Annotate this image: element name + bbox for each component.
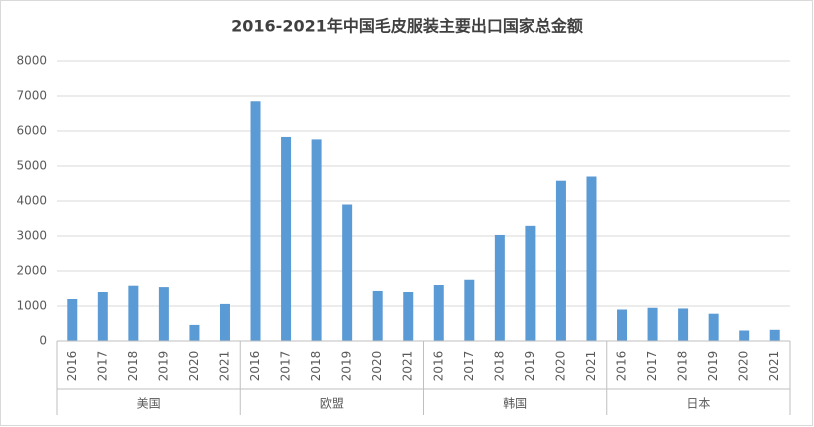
bar: [67, 299, 78, 341]
bar: [189, 324, 200, 341]
x-tick-label: 2021: [767, 351, 781, 382]
bar: [586, 176, 597, 341]
bar: [494, 234, 505, 341]
y-tick-label: 7000: [16, 89, 47, 103]
x-tick-label: 2020: [370, 351, 384, 382]
bar: [464, 279, 475, 341]
bar: [372, 290, 383, 341]
x-tick-label: 2020: [553, 351, 567, 382]
chart-title: 2016-2021年中国毛皮服装主要出口国家总金额: [231, 17, 583, 36]
x-tick-label: 2016: [65, 351, 79, 382]
bar: [311, 139, 322, 341]
group-label: 美国: [137, 397, 161, 411]
bar: [97, 292, 108, 341]
bar: [769, 329, 780, 341]
y-tick-label: 3000: [16, 229, 47, 243]
bar: [342, 204, 353, 341]
x-tick-label: 2018: [676, 351, 690, 382]
bar: [128, 285, 139, 341]
x-tick-label: 2016: [615, 351, 629, 382]
y-tick-label: 2000: [16, 264, 47, 278]
x-tick-label: 2019: [340, 351, 354, 382]
group-label: 欧盟: [320, 397, 344, 411]
x-tick-label: 2016: [431, 351, 445, 382]
bar: [708, 313, 719, 341]
bar: [219, 303, 230, 341]
x-tick-label: 2020: [737, 351, 751, 382]
x-tick-label: 2017: [95, 351, 109, 382]
x-tick-label: 2019: [156, 351, 170, 382]
x-tick-label: 2021: [217, 351, 231, 382]
group-label: 日本: [686, 397, 710, 411]
y-tick-label: 0: [39, 334, 47, 348]
bar: [739, 330, 750, 341]
group-label: 韩国: [503, 396, 527, 411]
x-tick-label: 2020: [187, 351, 201, 382]
x-tick-label: 2017: [462, 351, 476, 382]
y-tick-label: 1000: [16, 299, 47, 313]
x-tick-label: 2018: [126, 351, 140, 382]
bar: [433, 285, 444, 341]
x-tick-label: 2018: [492, 351, 506, 382]
y-tick-label: 5000: [16, 159, 47, 173]
bar: [647, 307, 658, 341]
x-tick-label: 2016: [248, 351, 262, 382]
x-tick-label: 2017: [279, 351, 293, 382]
bar: [555, 180, 566, 341]
bar: [403, 292, 414, 341]
bar: [281, 136, 292, 341]
y-tick-label: 6000: [16, 124, 47, 138]
y-tick-label: 4000: [16, 194, 47, 208]
bar: [158, 287, 169, 341]
x-tick-label: 2019: [523, 351, 537, 382]
y-tick-label: 8000: [16, 54, 47, 68]
x-tick-label: 2018: [309, 351, 323, 382]
x-tick-label: 2019: [706, 351, 720, 382]
bar: [250, 101, 261, 341]
x-tick-label: 2021: [401, 351, 415, 382]
bar: [525, 225, 536, 341]
x-tick-label: 2017: [645, 351, 659, 382]
x-tick-label: 2021: [584, 351, 598, 382]
bar: [617, 309, 628, 341]
bar: [678, 308, 689, 341]
